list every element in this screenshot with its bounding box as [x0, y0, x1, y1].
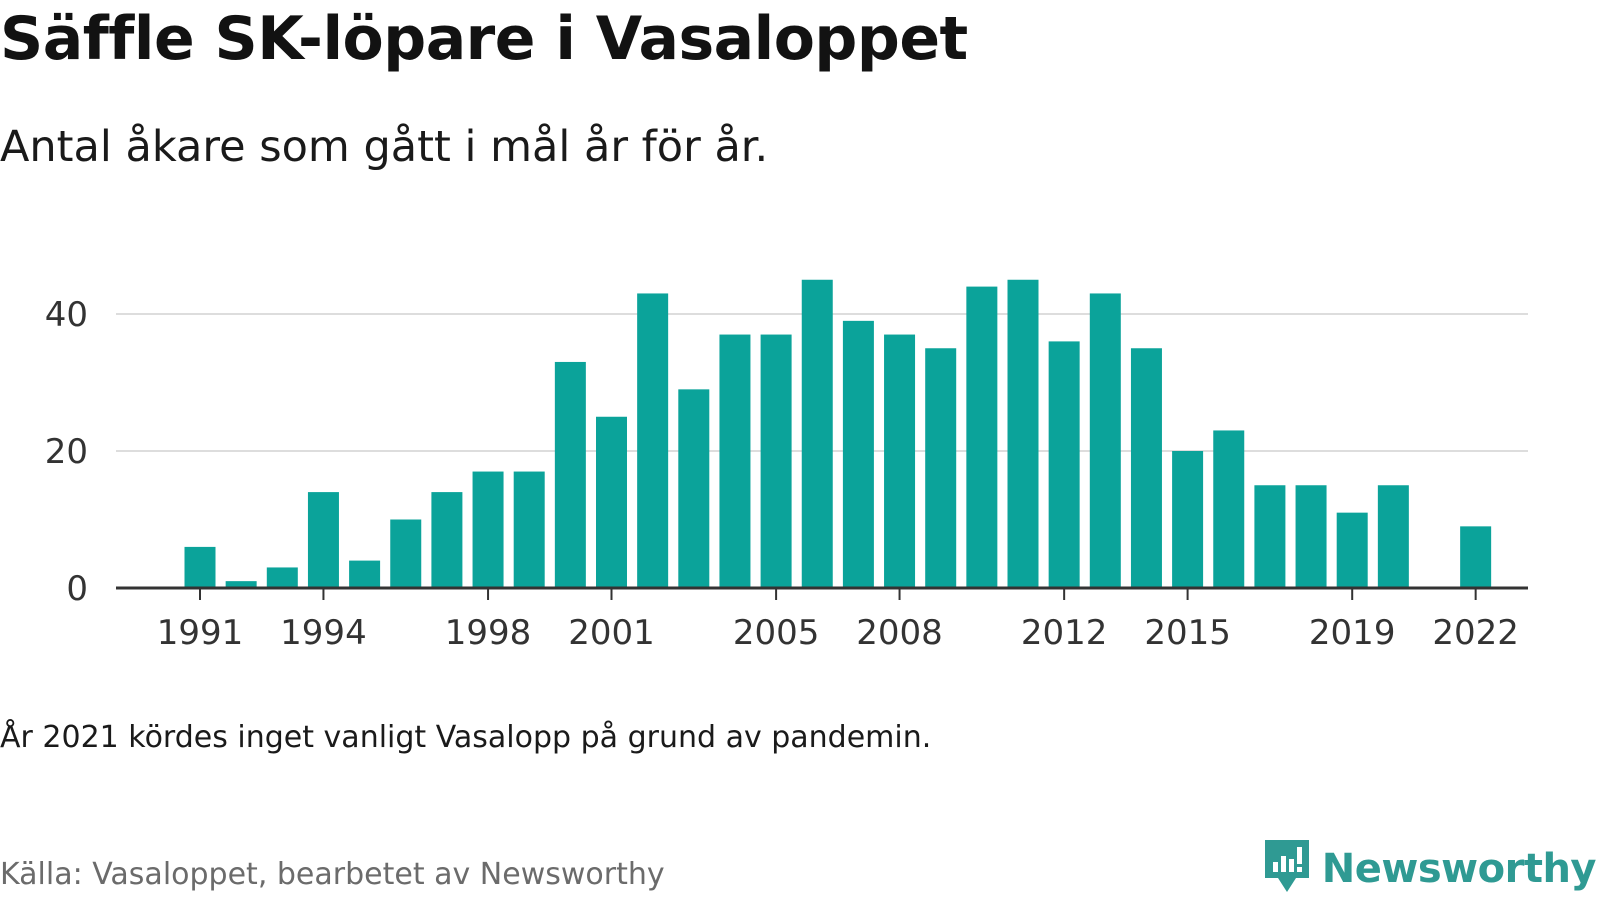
bar-2008: [884, 334, 916, 588]
chart-title: Säffle SK-löpare i Vasaloppet: [0, 4, 968, 74]
bar-2007: [842, 320, 874, 588]
bar-1994: [307, 492, 339, 588]
bar-2015: [1172, 451, 1204, 588]
bar-2002: [637, 293, 669, 588]
x-tick-label: 1991: [157, 613, 244, 653]
bar-2020: [1377, 485, 1409, 588]
x-tick-label: 2008: [856, 613, 943, 653]
brand-name: Newsworthy: [1321, 846, 1597, 892]
bar-2016: [1213, 430, 1245, 588]
y-tick-label: 0: [66, 569, 88, 609]
bar-1992: [225, 581, 257, 588]
x-axis-ticks: 1991 1994 1998 2001 2005 2008 2012 2015 2019 2022: [157, 588, 1519, 653]
bar-2009: [925, 348, 957, 588]
bar-1998: [472, 471, 504, 588]
bar-2018: [1295, 485, 1327, 588]
bar-1993: [266, 567, 298, 588]
bar-2011: [1007, 279, 1039, 588]
x-tick-label: 2001: [568, 613, 655, 653]
bar-chart: 0 20 40 1991 1994 1998 2001 2005 2008 2012 2015 20…: [45, 279, 1528, 653]
chart-note: År 2021 kördes inget vanligt Vasalopp på…: [0, 720, 932, 755]
bar-1999: [513, 471, 545, 588]
bar-2022: [1460, 526, 1492, 588]
x-tick-label: 2012: [1021, 613, 1108, 653]
newsworthy-logo-icon: [1262, 838, 1312, 900]
bar-2014: [1130, 348, 1162, 588]
y-tick-label: 20: [45, 432, 88, 472]
x-tick-label: 2005: [733, 613, 820, 653]
bar-2003: [678, 389, 710, 588]
bar-1996: [390, 519, 422, 588]
bar-2005: [760, 334, 792, 588]
source-text: Källa: Vasaloppet, bearbetet av Newswort…: [0, 857, 665, 892]
x-tick-label: 2019: [1309, 613, 1396, 653]
bar-2001: [596, 416, 627, 588]
bar-1991: [184, 546, 216, 588]
brand-logo[interactable]: Newsworthy: [1262, 838, 1597, 900]
x-tick-label: 2022: [1432, 613, 1519, 653]
bar-1995: [349, 560, 381, 588]
chart-subtitle: Antal åkare som gått i mål år för år.: [0, 122, 769, 172]
bar-2017: [1254, 485, 1286, 588]
x-tick-label: 1998: [445, 613, 532, 653]
bars: [184, 279, 1492, 588]
x-tick-label: 2015: [1144, 613, 1231, 653]
bar-2006: [801, 279, 833, 588]
bar-2004: [719, 334, 751, 588]
bar-2012: [1048, 341, 1080, 588]
bar-2013: [1089, 293, 1121, 588]
bar-2000: [554, 361, 586, 588]
bar-2019: [1336, 512, 1368, 588]
y-axis-ticks: 0 20 40: [45, 295, 88, 609]
x-tick-label: 1994: [280, 613, 367, 653]
bar-2010: [966, 286, 998, 588]
y-tick-label: 40: [45, 295, 88, 335]
bar-1997: [431, 492, 463, 588]
